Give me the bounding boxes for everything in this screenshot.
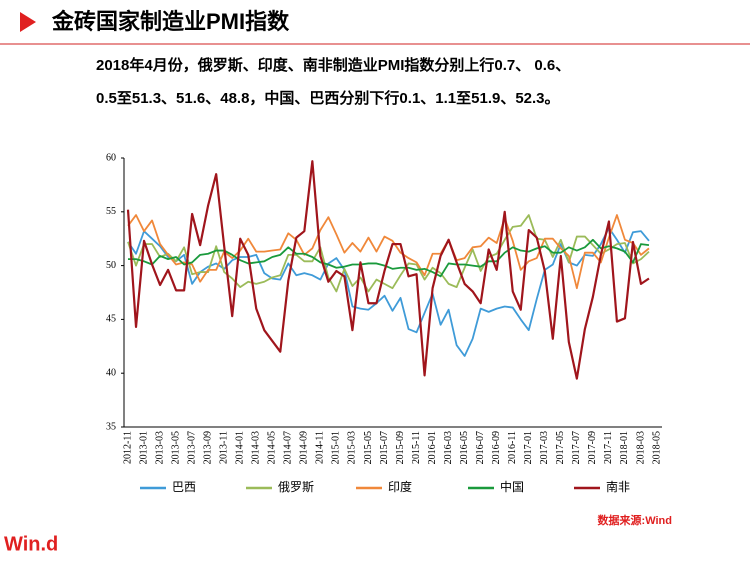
x-tick-label: 2017-11: [603, 431, 614, 464]
x-tick-label: 2013-07: [186, 431, 197, 464]
x-tick-label: 2018-05: [651, 431, 662, 464]
legend-label: 印度: [388, 479, 412, 494]
x-tick-label: 2015-05: [363, 431, 374, 464]
x-tick-label: 2013-11: [218, 431, 229, 464]
x-tick-label: 2014-11: [315, 431, 326, 464]
y-tick-label: 55: [106, 206, 116, 217]
series-line: [127, 214, 650, 290]
y-tick-label: 35: [106, 421, 116, 432]
x-tick-label: 2013-09: [202, 431, 213, 464]
title-icon: [20, 12, 36, 32]
x-tick-label: 2014-05: [267, 431, 278, 464]
series-line: [127, 227, 650, 357]
x-tick-label: 2016-11: [507, 431, 518, 464]
x-tick-label: 2014-07: [283, 431, 294, 464]
slide-title: 金砖国家制造业PMI指数: [51, 9, 290, 34]
summary-line: 0.5至51.3、51.6、48.8，中国、巴西分别下行0.1、1.1至51.9…: [96, 89, 560, 107]
x-tick-label: 2013-05: [170, 431, 181, 464]
x-tick-label: 2016-05: [459, 431, 470, 464]
x-tick-label: 2013-01: [138, 431, 149, 464]
series-line: [128, 238, 650, 278]
x-tick-label: 2017-05: [555, 431, 566, 464]
x-tick-label: 2016-03: [443, 431, 454, 464]
x-tick-label: 2015-11: [411, 431, 422, 464]
y-tick-label: 40: [106, 367, 116, 378]
x-tick-label: 2017-01: [523, 431, 534, 464]
legend-label: 中国: [500, 479, 524, 494]
x-tick-label: 2015-07: [379, 431, 390, 464]
x-tick-label: 2014-09: [299, 431, 310, 464]
x-tick-label: 2012-11: [122, 431, 133, 464]
x-tick-label: 2014-01: [235, 431, 246, 464]
x-tick-label: 2016-09: [491, 431, 502, 464]
x-tick-label: 2017-03: [539, 431, 550, 464]
legend-label: 南非: [606, 479, 630, 494]
x-tick-label: 2016-07: [475, 431, 486, 464]
logo: Win.d: [4, 533, 58, 555]
summary-line: 2018年4月份，俄罗斯、印度、南非制造业PMI指数分别上行0.7、 0.6、: [96, 56, 570, 74]
series-line: [126, 160, 650, 380]
x-tick-label: 2013-03: [154, 431, 165, 464]
x-tick-label: 2015-01: [331, 431, 342, 464]
legend-label: 巴西: [172, 480, 196, 494]
x-tick-label: 2015-09: [395, 431, 406, 464]
y-tick-label: 45: [106, 314, 116, 325]
source-note: 数据来源:Wind: [598, 513, 672, 527]
x-tick-label: 2015-03: [347, 431, 358, 464]
y-tick-label: 60: [106, 152, 116, 163]
x-tick-label: 2018-01: [619, 431, 630, 464]
x-tick-label: 2017-07: [571, 431, 582, 464]
legend-label: 俄罗斯: [278, 480, 314, 494]
x-tick-label: 2018-03: [635, 431, 646, 464]
x-tick-label: 2017-09: [587, 431, 598, 464]
x-tick-label: 2014-03: [251, 431, 262, 464]
x-tick-label: 2016-01: [427, 431, 438, 464]
y-tick-label: 50: [106, 260, 116, 271]
